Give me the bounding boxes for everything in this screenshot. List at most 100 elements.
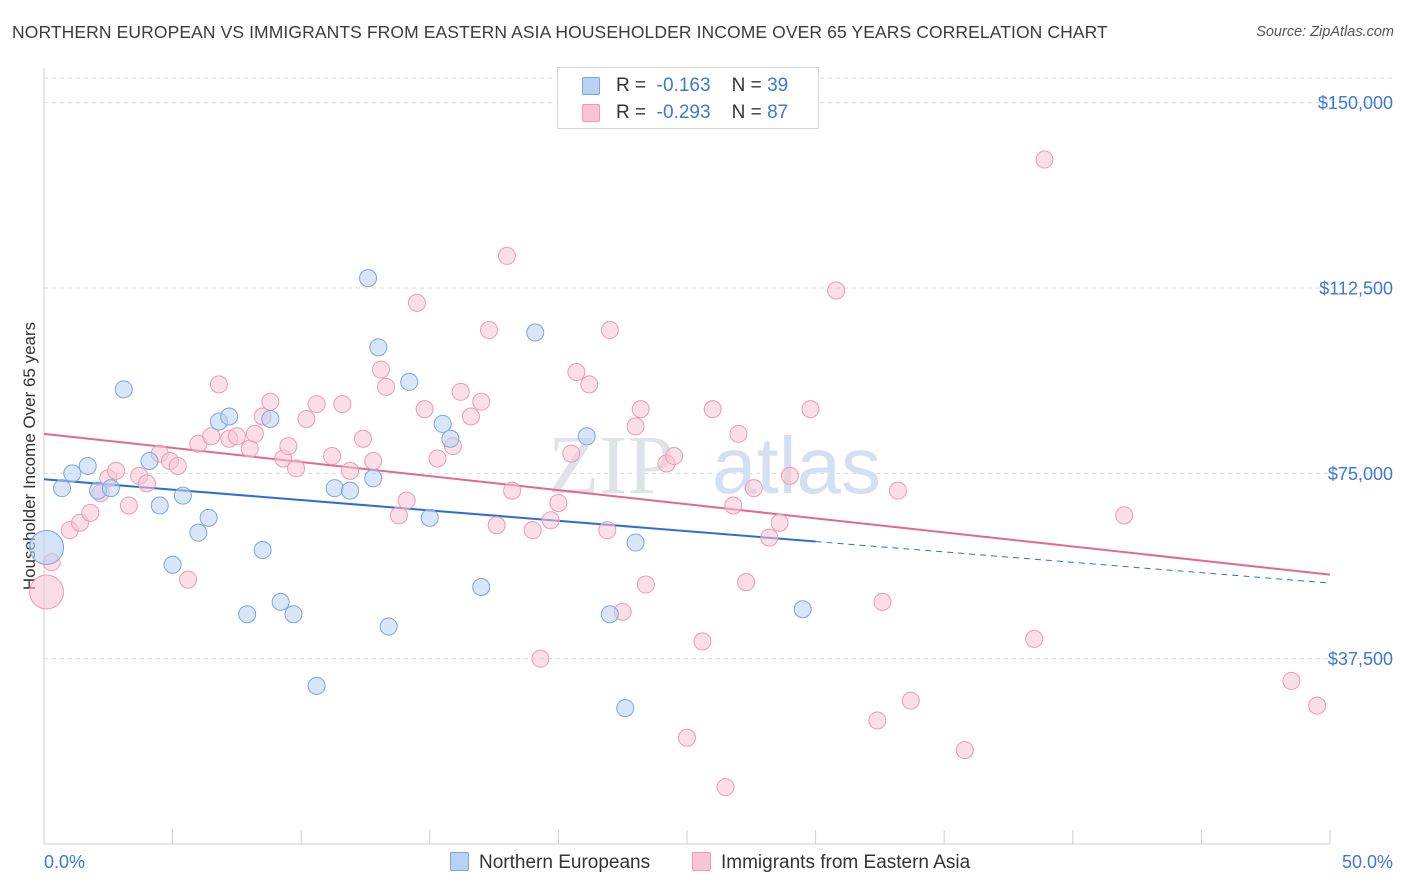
legend-swatch-blue: [582, 77, 600, 95]
series-swatch-blue: [450, 852, 469, 871]
blue-point-17: [261, 409, 280, 428]
pink-point-22: [261, 392, 280, 411]
pink-point-73: [801, 400, 820, 419]
pink-point-47: [503, 481, 522, 500]
trend-line-blue-extension: [815, 541, 1331, 584]
pink-point-38: [415, 400, 434, 419]
pink-point-83: [1282, 671, 1301, 690]
trend-line-pink: [43, 432, 1331, 576]
pink-point-27: [307, 395, 326, 414]
blue-point-12: [199, 508, 218, 527]
blue-point-24: [364, 469, 383, 488]
pink-points-layer: [29, 150, 1327, 797]
blue-point-27: [400, 372, 419, 391]
blue-point-29: [433, 414, 452, 433]
blue-point-10: [173, 486, 192, 505]
pink-point-24: [279, 437, 298, 456]
source-credit: Source: ZipAtlas.com: [1256, 24, 1394, 40]
blue-point-8: [150, 496, 169, 515]
blue-point-34: [600, 605, 619, 624]
pink-point-13: [168, 456, 187, 475]
blue-point-11: [189, 523, 208, 542]
pink-point-44: [487, 516, 506, 535]
pink-point-29: [333, 395, 352, 414]
pink-point-39: [428, 449, 447, 468]
pink-point-74: [827, 281, 846, 300]
blue-point-9: [163, 555, 182, 574]
pink-point-66: [716, 778, 735, 797]
pink-point-55: [598, 521, 617, 540]
pink-point-78: [901, 691, 920, 710]
series-swatch-pink: [692, 852, 711, 871]
pink-point-32: [364, 452, 383, 470]
blue-point-36: [626, 533, 645, 552]
y-tick-label-2: $112,500: [1319, 279, 1393, 299]
blue-point-19: [284, 605, 303, 624]
pink-point-62: [665, 447, 684, 466]
blue-point-16: [253, 540, 272, 559]
pink-point-36: [397, 491, 416, 510]
blue-point-25: [369, 338, 388, 357]
pink-point-56: [600, 321, 619, 340]
pink-point-82: [1115, 506, 1134, 525]
legend-swatch-pink: [582, 104, 600, 122]
pink-point-79: [955, 741, 974, 760]
blue-point-2: [63, 464, 82, 483]
watermark-zip: ZIP: [548, 419, 674, 512]
pink-point-64: [693, 632, 712, 651]
pink-point-45: [479, 321, 498, 340]
series-legend-blue: Northern Europeans: [450, 852, 650, 874]
blue-point-33: [577, 427, 596, 446]
pink-point-77: [888, 481, 907, 500]
series-label-blue: Northern Europeans: [479, 852, 651, 873]
pink-point-25: [287, 459, 306, 478]
pink-point-68: [737, 573, 756, 592]
chart-title: NORTHERN EUROPEAN VS IMMIGRANTS FROM EAS…: [12, 22, 1108, 42]
series-legend-pink: Immigrants from Eastern Asia: [692, 852, 970, 874]
pink-point-0: [29, 574, 65, 610]
pink-point-59: [631, 400, 650, 419]
legend-blue-n-label: N =: [731, 75, 762, 96]
legend-pink-n-label: N =: [731, 102, 762, 123]
pink-point-49: [531, 649, 550, 668]
trend-layer: [43, 432, 1331, 584]
blue-point-21: [325, 479, 344, 498]
pink-point-28: [323, 447, 342, 466]
pink-point-80: [1025, 629, 1044, 648]
pink-point-51: [549, 494, 568, 513]
blue-point-0: [29, 529, 65, 565]
pink-point-48: [523, 521, 542, 540]
y-tick-label-3: $150,000: [1318, 93, 1393, 113]
blue-point-1: [53, 479, 72, 498]
blue-point-37: [793, 600, 812, 619]
pink-point-16: [202, 427, 221, 446]
pink-point-71: [770, 513, 789, 532]
pink-point-37: [407, 293, 426, 312]
blue-point-20: [307, 676, 326, 695]
blue-point-23: [359, 269, 378, 288]
pink-point-46: [497, 246, 516, 265]
legend-pink-r-value: -0.293: [656, 102, 711, 123]
pink-point-34: [377, 377, 396, 396]
pink-point-86: [245, 424, 264, 443]
pink-point-65: [703, 400, 722, 419]
pink-point-26: [297, 409, 316, 428]
blue-point-15: [238, 605, 257, 624]
legend-pink-r-label: R =: [616, 102, 647, 123]
pink-point-19: [227, 427, 246, 446]
pink-point-14: [179, 570, 198, 589]
x-tick-max: 50.0%: [1341, 852, 1393, 872]
blue-point-26: [379, 617, 398, 636]
blue-point-28: [420, 508, 439, 527]
blue-point-30: [441, 429, 460, 448]
blue-point-18: [271, 592, 290, 611]
legend-row-pink: R = -0.293 N = 87: [558, 100, 818, 126]
pink-point-41: [451, 382, 470, 401]
pink-point-67: [729, 424, 748, 443]
blue-point-22: [341, 481, 360, 500]
correlation-legend: R = -0.163 N = 39 R = -0.293 N = 87: [557, 67, 819, 129]
pink-point-42: [461, 407, 480, 426]
pink-point-72: [780, 466, 799, 485]
axes-layer: [43, 68, 1331, 845]
